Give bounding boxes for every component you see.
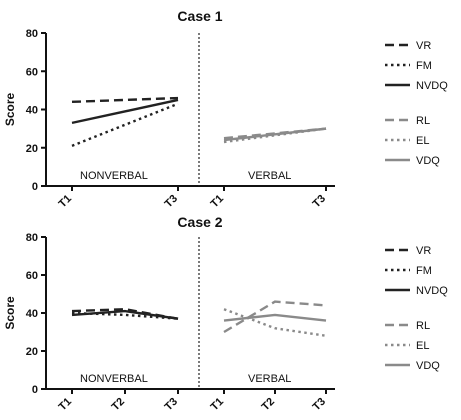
legend-label-nvdq: NVDQ: [416, 285, 448, 297]
x-tick-label: T1: [209, 396, 227, 414]
legend-label-vdq: VDQ: [416, 155, 440, 167]
y-tick-label: 20: [26, 346, 38, 358]
series-line-fm: [71, 102, 179, 147]
x-tick-label: T1: [57, 396, 75, 414]
series-line-vdq: [223, 313, 327, 322]
y-tick-label: 80: [26, 232, 38, 244]
y-tick-label: 80: [26, 28, 38, 40]
legend-label-el: EL: [416, 340, 429, 352]
case-2-chart: Case 2 0 20 40 60 80 Score T1 T2 T3 NONVERBAL T1 T2 T…: [3, 214, 448, 413]
y-axis-label: Score: [3, 296, 17, 330]
panel-label: VERBAL: [248, 170, 291, 182]
x-tick-label: T3: [163, 396, 181, 414]
x-tick-label: T1: [209, 193, 227, 211]
x-tick-label: T1: [57, 193, 75, 211]
case-1-chart: Case 1 0 20 40 60 80 Score T1 T3 NONVERBAL T1 T3 VER…: [3, 8, 448, 210]
series-line-vr: [71, 96, 179, 104]
series-line-el: [223, 308, 327, 337]
y-tick-label: 0: [32, 181, 38, 193]
y-tick-label: 40: [26, 105, 38, 117]
legend-label-vr: VR: [416, 245, 431, 257]
legend-label-fm: FM: [416, 265, 432, 277]
series-line-vdq: [223, 127, 327, 142]
series-line-nvdq: [71, 98, 179, 125]
panel-label: VERBAL: [248, 373, 291, 385]
y-tick-label: 0: [32, 384, 38, 396]
legend-label-vdq: VDQ: [416, 360, 440, 372]
y-axis-label: Score: [3, 93, 17, 127]
legend-label-vr: VR: [416, 40, 431, 52]
x-tick-label: T2: [110, 396, 128, 414]
chart-title: Case 2: [177, 214, 222, 230]
chart-title: Case 1: [177, 8, 222, 24]
legend-label-fm: FM: [416, 60, 432, 72]
x-tick-label: T3: [311, 396, 329, 414]
legend-label-rl: RL: [416, 320, 430, 332]
x-tick-label: T3: [163, 193, 181, 211]
series-line-nvdq: [71, 309, 179, 320]
y-tick-label: 60: [26, 270, 38, 282]
panel-label: NONVERBAL: [80, 170, 148, 182]
legend-label-nvdq: NVDQ: [416, 80, 448, 92]
legend-label-rl: RL: [416, 115, 430, 127]
y-tick-label: 40: [26, 308, 38, 320]
y-tick-label: 60: [26, 66, 38, 78]
x-tick-label: T3: [311, 193, 329, 211]
legend-label-el: EL: [416, 135, 429, 147]
series-line-rl: [223, 300, 327, 334]
y-tick-label: 20: [26, 143, 38, 155]
panel-label: NONVERBAL: [80, 373, 148, 385]
x-tick-label: T2: [260, 396, 278, 414]
